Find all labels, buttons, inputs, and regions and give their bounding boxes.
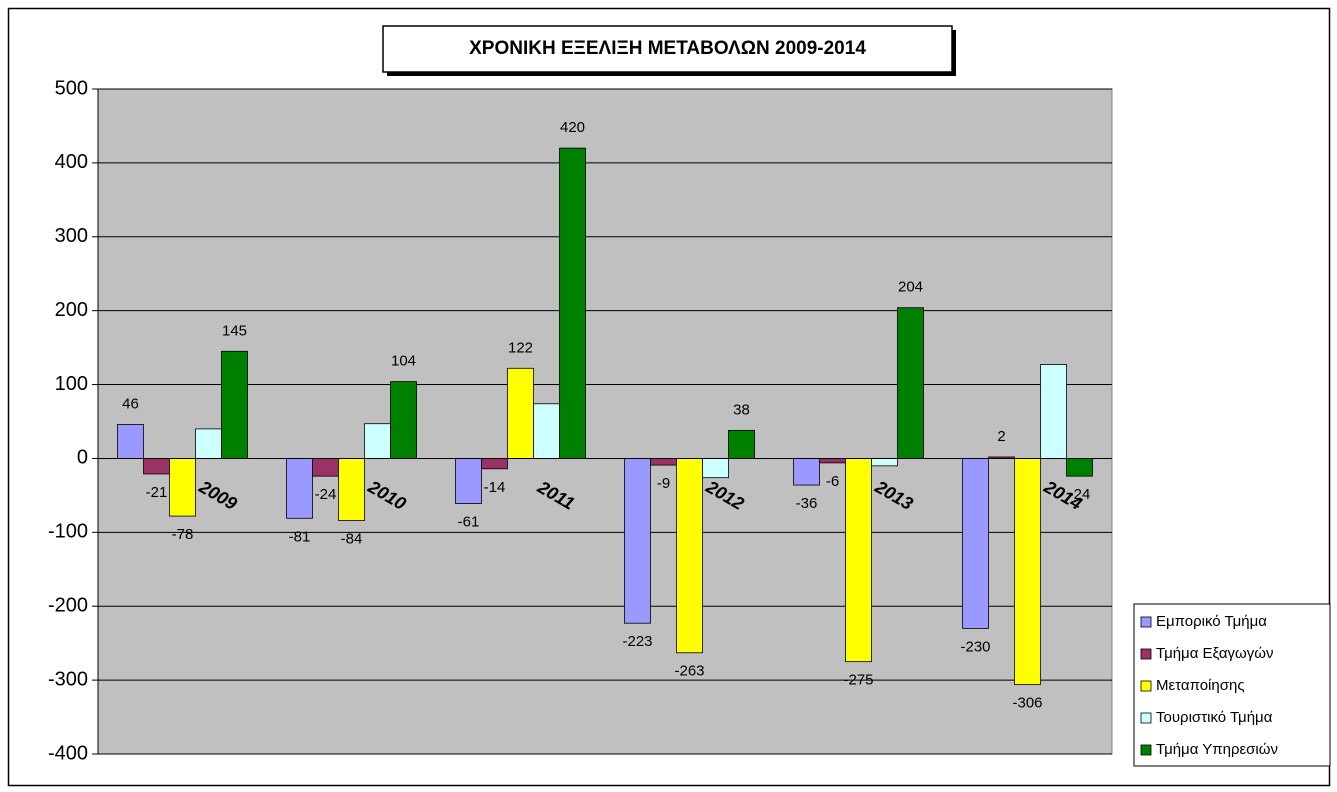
bar — [702, 458, 729, 479]
data-label: 420 — [560, 119, 585, 136]
bar — [286, 458, 313, 519]
data-label: -9 — [657, 475, 670, 492]
data-label: 204 — [898, 279, 923, 296]
bar — [650, 458, 677, 466]
legend-label: Εμπορικό Τμήμα — [1156, 613, 1267, 630]
bar — [312, 458, 339, 477]
legend-box — [1133, 603, 1331, 767]
bar — [845, 458, 872, 663]
bar — [624, 458, 651, 624]
data-label: -6 — [826, 473, 839, 490]
legend-label: Τουριστικό Τμήμα — [1156, 709, 1273, 726]
y-tick-label: 200 — [55, 299, 88, 321]
data-label: 2 — [997, 428, 1005, 445]
bar — [728, 429, 755, 459]
title-box — [382, 25, 953, 73]
data-label: -81 — [289, 528, 311, 545]
bar — [1014, 458, 1041, 685]
bar — [1066, 458, 1093, 477]
y-tick-label: -400 — [48, 742, 88, 764]
bar — [507, 367, 534, 459]
legend-swatch — [1140, 616, 1152, 628]
data-label: 122 — [508, 339, 533, 356]
data-label: 46 — [122, 395, 139, 412]
data-label: 104 — [391, 353, 416, 370]
bar — [533, 403, 560, 459]
bar — [897, 307, 924, 459]
data-label: -36 — [796, 495, 818, 512]
data-label: -84 — [341, 530, 363, 547]
data-label: 145 — [222, 322, 247, 339]
bar — [871, 458, 898, 467]
bar — [143, 458, 170, 475]
bar — [1040, 364, 1067, 459]
data-label: -61 — [458, 513, 480, 530]
data-label: -24 — [315, 486, 337, 503]
legend-label: Τμήμα Υπηρεσιών — [1156, 741, 1278, 758]
bar — [117, 424, 144, 459]
y-tick-label: 300 — [55, 225, 88, 247]
bar — [819, 458, 846, 464]
plot-area — [97, 88, 1113, 755]
y-tick-label: -200 — [48, 595, 88, 617]
y-tick-label: 500 — [55, 77, 88, 99]
data-label: -306 — [1012, 695, 1042, 712]
data-label: -263 — [674, 663, 704, 680]
data-label: -14 — [484, 479, 506, 496]
y-tick-label: 100 — [55, 373, 88, 395]
legend-swatch — [1140, 744, 1152, 756]
legend-label: Τμήμα Εξαγωγών — [1156, 645, 1273, 662]
legend-swatch — [1140, 648, 1152, 660]
bar — [221, 350, 248, 459]
bar — [390, 381, 417, 459]
data-label: 38 — [733, 401, 750, 418]
data-label: -275 — [843, 672, 873, 689]
legend-swatch — [1140, 712, 1152, 724]
data-label: -223 — [622, 633, 652, 650]
y-tick-label: -300 — [48, 668, 88, 690]
y-tick-label: 0 — [77, 447, 88, 469]
chart-title: ΧΡΟΝΙΚΗ ΕΞΕΛΙΞΗ ΜΕΤΑΒΟΛΩΝ 2009-2014 — [469, 38, 866, 59]
y-tick-label: -100 — [48, 521, 88, 543]
bar — [364, 423, 391, 459]
y-tick-label: 400 — [55, 151, 88, 173]
bar — [962, 458, 989, 629]
bar — [338, 458, 365, 521]
data-label: -78 — [172, 526, 194, 543]
bar — [793, 458, 820, 486]
legend-swatch — [1140, 680, 1152, 692]
data-label: -21 — [146, 484, 168, 501]
bar — [195, 428, 222, 459]
bar — [455, 458, 482, 504]
data-label: -24 — [1069, 486, 1091, 503]
legend-label: Μεταποίησης — [1156, 677, 1245, 694]
bar — [169, 458, 196, 517]
bar — [676, 458, 703, 654]
data-label: -230 — [960, 638, 990, 655]
bar — [559, 147, 586, 459]
bar — [481, 458, 508, 470]
